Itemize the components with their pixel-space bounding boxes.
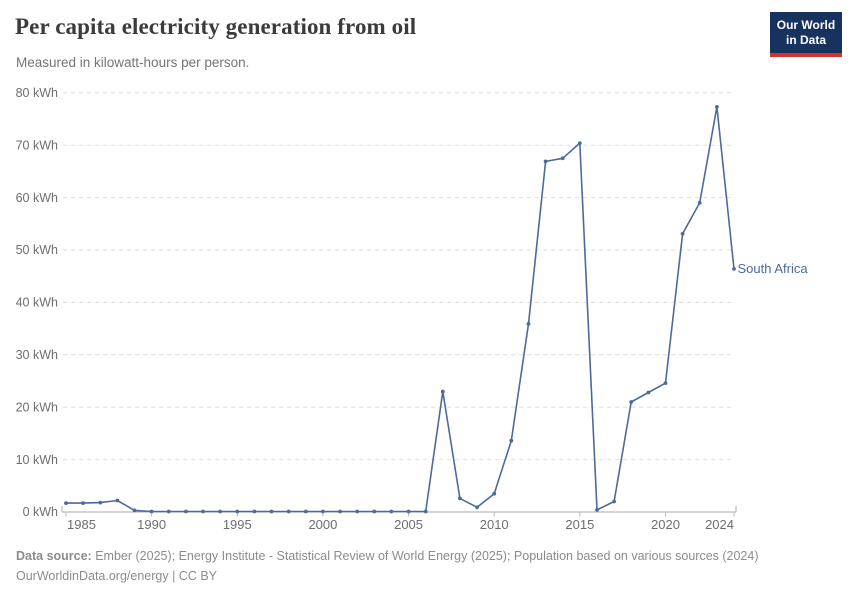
footer-source-line: Data source: Ember (2025); Energy Instit… [16, 546, 836, 566]
data-point[interactable] [389, 509, 394, 514]
x-tick-label: 2010 [480, 517, 509, 532]
y-tick-label: 30 kWh [16, 348, 58, 362]
data-point[interactable] [252, 509, 257, 514]
data-point[interactable] [595, 508, 599, 512]
footer-source-text: Ember (2025); Energy Institute - Statist… [91, 549, 759, 563]
logo-line1: Our World [776, 18, 836, 32]
data-point[interactable] [492, 491, 497, 496]
data-point[interactable] [81, 501, 85, 505]
y-tick-label: 20 kWh [16, 400, 58, 414]
y-tick-label: 40 kWh [16, 296, 58, 310]
x-tick-label: 2020 [651, 517, 680, 532]
line-chart[interactable]: 0 kWh 10 kWh 20 kWh 30 kWh 40 kWh 50 kWh 60 kW… [0, 80, 850, 545]
footer-source-label: Data source: [16, 549, 92, 563]
data-point[interactable] [629, 400, 634, 404]
y-gridlines [62, 92, 736, 513]
chart-canvas[interactable]: 0 kWh 10 kWh 20 kWh 30 kWh 40 kWh 50 kWh 60 kW… [0, 80, 850, 545]
series-markers[interactable] [64, 105, 736, 514]
data-point[interactable] [286, 509, 291, 514]
series-line[interactable] [65, 106, 735, 513]
x-tick-label: 1995 [223, 517, 252, 532]
chart-subtitle: Measured in kilowatt-hours per person. [16, 55, 250, 70]
data-point[interactable] [440, 389, 445, 394]
chart-footer: Data source: Ember (2025); Energy Instit… [16, 546, 836, 586]
x-tick-label: 1985 [67, 517, 96, 532]
y-tick-label: 50 kWh [16, 243, 58, 257]
x-tick-label: 2005 [394, 517, 423, 532]
data-point[interactable] [612, 499, 616, 504]
x-tick-label: 2000 [308, 517, 337, 532]
data-point[interactable] [235, 509, 240, 514]
owid-logo[interactable]: Our World in Data [770, 12, 842, 57]
data-point[interactable] [303, 509, 308, 514]
data-point[interactable] [560, 156, 565, 161]
data-point[interactable] [98, 500, 103, 505]
data-point[interactable] [526, 322, 531, 326]
data-point[interactable] [732, 267, 736, 271]
logo-line2: in Data [785, 33, 826, 47]
data-point[interactable] [321, 509, 325, 514]
x-tick-label: 2015 [565, 517, 594, 532]
data-point[interactable] [577, 141, 582, 145]
data-point[interactable] [475, 505, 479, 510]
data-point[interactable] [132, 508, 137, 513]
data-point[interactable] [338, 509, 342, 514]
x-axis [61, 506, 737, 517]
data-point[interactable] [646, 390, 651, 395]
series-label-south-africa[interactable]: South Africa [738, 261, 809, 276]
data-point[interactable] [64, 501, 68, 505]
data-point[interactable] [509, 438, 514, 443]
footer-link-line: OurWorldinData.org/energy | CC BY [16, 566, 836, 586]
y-tick-label: 60 kWh [16, 191, 58, 205]
data-point[interactable] [406, 509, 411, 514]
data-point[interactable] [458, 496, 462, 501]
data-point[interactable] [269, 509, 274, 514]
data-point[interactable] [184, 509, 188, 514]
data-point[interactable] [543, 159, 548, 164]
data-point[interactable] [423, 509, 428, 514]
data-point[interactable] [680, 231, 685, 236]
data-point[interactable] [372, 509, 377, 514]
x-tick-label: 2024 [705, 517, 734, 532]
chart-title: Per capita electricity generation from o… [15, 14, 417, 39]
data-point[interactable] [201, 509, 205, 514]
y-tick-label: 10 kWh [16, 453, 58, 467]
data-point[interactable] [663, 381, 668, 385]
y-tick-label: 70 kWh [16, 138, 58, 152]
y-tick-labels: 0 kWh 10 kWh 20 kWh 30 kWh 40 kWh 50 kWh 60 kW… [16, 86, 58, 519]
y-tick-label: 0 kWh [23, 505, 58, 519]
x-tick-label: 1990 [137, 517, 166, 532]
data-point[interactable] [715, 105, 719, 109]
data-point[interactable] [355, 509, 360, 514]
x-tick-labels: 1985 1990 1995 2000 2005 2010 2015 2020 2024 [67, 517, 734, 532]
y-tick-label: 80 kWh [16, 86, 58, 100]
data-point[interactable] [115, 498, 120, 503]
footer-link[interactable]: OurWorldinData.org/energy | CC BY [16, 569, 218, 583]
data-point[interactable] [149, 509, 154, 514]
data-point[interactable] [697, 200, 702, 205]
data-point[interactable] [218, 509, 223, 514]
data-point[interactable] [166, 509, 171, 514]
